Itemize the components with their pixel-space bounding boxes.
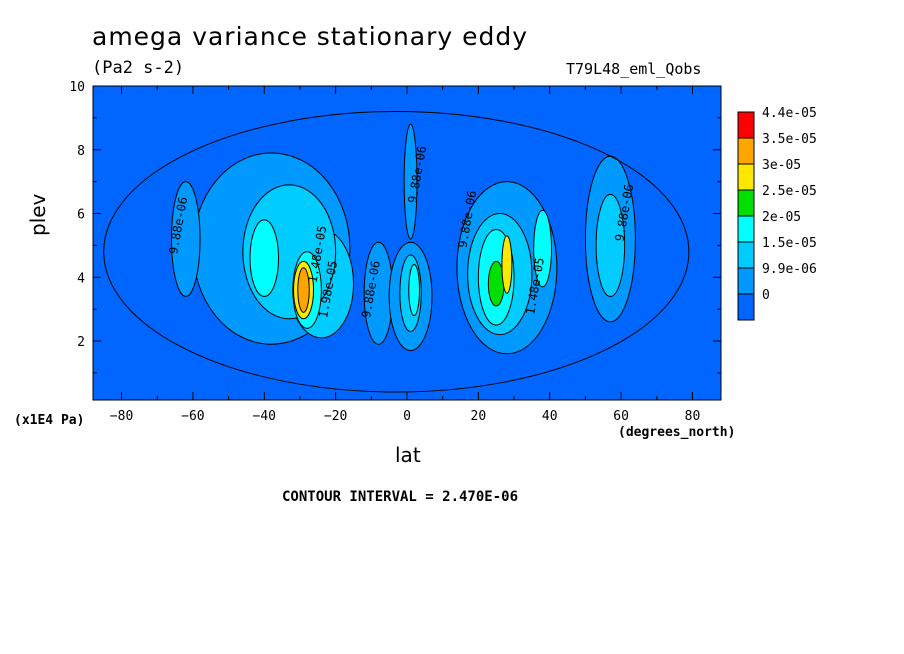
x-tick-label: 60 — [613, 409, 629, 424]
colorbar-level-label: 2e-05 — [762, 210, 801, 225]
colorbar-swatch — [737, 137, 755, 165]
colorbar-swatch — [737, 215, 755, 243]
x-tick-label: 20 — [471, 409, 487, 424]
contour-region — [533, 209, 553, 288]
colorbar-swatch — [737, 189, 755, 217]
contour-region — [408, 264, 420, 317]
contour-region — [403, 123, 418, 240]
contour-region — [297, 267, 310, 313]
colorbar-level-label: 4.4e-05 — [762, 106, 817, 121]
contour-region — [249, 219, 280, 297]
y-tick-label: 10 — [69, 80, 85, 95]
contour-region — [501, 235, 513, 294]
y-tick-label: 6 — [77, 208, 85, 223]
colorbar-level-label: 2.5e-05 — [762, 184, 817, 199]
y-axis-unit: (x1E4 Pa) — [14, 413, 85, 428]
outer-contour — [103, 111, 690, 393]
x-tick-label: 80 — [685, 409, 701, 424]
colorbar-level-label: 1.5e-05 — [762, 236, 817, 251]
colorbar-level-label: 3e-05 — [762, 158, 801, 173]
y-tick-label: 8 — [77, 144, 85, 159]
colorbar-swatch — [737, 241, 755, 269]
y-tick-label: 2 — [77, 335, 85, 350]
x-tick-label: −20 — [324, 409, 347, 424]
colorbar-legend: 4.4e-05 3.5e-05 3e-05 2.5e-05 2e-05 1.5e-05 9.… — [737, 106, 817, 321]
colorbar-swatch — [737, 111, 755, 139]
colorbar-level-label: 9.9e-06 — [762, 262, 817, 277]
x-axis-label: lat — [395, 443, 421, 467]
x-tick-label: −40 — [253, 409, 276, 424]
y-tick-label: 4 — [77, 271, 85, 286]
contour-field — [103, 111, 690, 393]
colorbar-swatch — [737, 293, 755, 321]
colorbar-level-label: 0 — [762, 288, 770, 303]
chart-units: (Pa2 s-2) — [92, 58, 185, 78]
x-axis-unit: (degrees_north) — [618, 425, 736, 440]
x-tick-label: −80 — [110, 409, 133, 424]
contour-region — [595, 193, 626, 297]
chart-title: amega variance stationary eddy — [92, 22, 529, 51]
x-tick-label: −60 — [181, 409, 204, 424]
colorbar-swatch — [737, 163, 755, 191]
colorbar-level-label: 3.5e-05 — [762, 132, 817, 147]
x-tick-label: 0 — [403, 409, 411, 424]
colorbar-swatch — [737, 267, 755, 295]
contour-interval-note: CONTOUR INTERVAL = 2.470E-06 — [282, 489, 519, 505]
x-axis: −80 −60 −40 −20 0 20 40 60 80 — [110, 86, 700, 424]
run-label: T79L48_eml_Qobs — [566, 60, 702, 78]
x-tick-label: 40 — [542, 409, 558, 424]
y-axis: 2 4 6 8 10 — [69, 80, 721, 374]
contour-region — [171, 181, 201, 297]
